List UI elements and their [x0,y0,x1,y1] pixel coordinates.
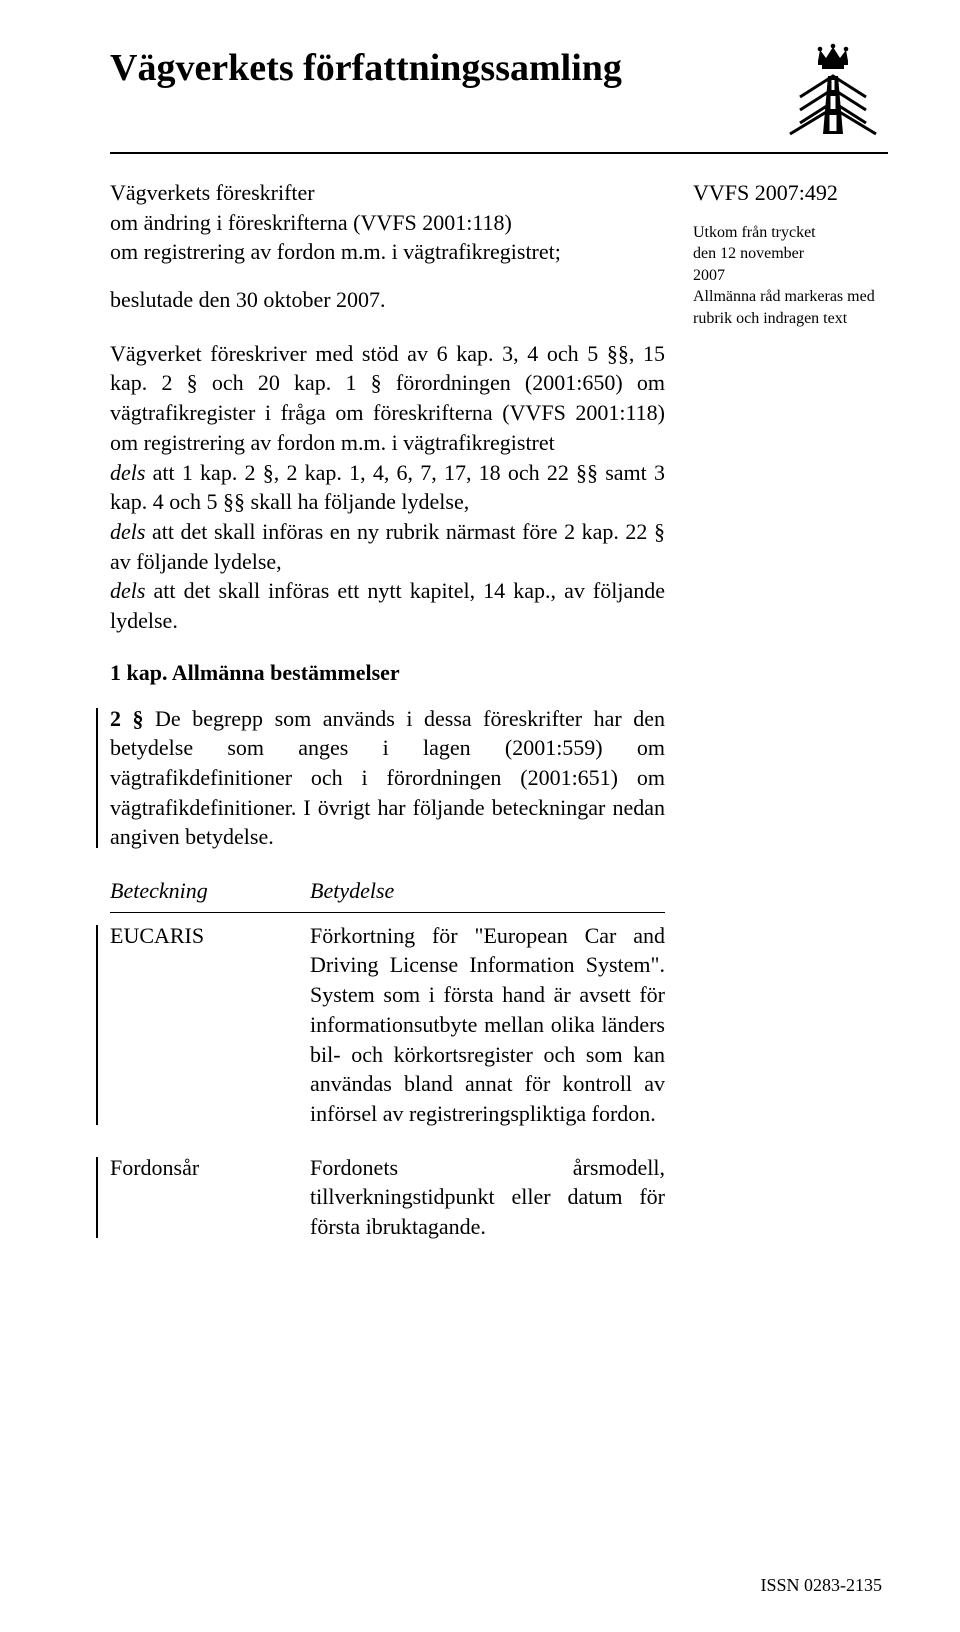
regulation-title: Vägverkets föreskrifter om ändring i för… [110,178,665,267]
section-body: De begrepp som används i dessa föreskrif… [110,706,665,850]
issn: ISSN 0283-2135 [760,1575,882,1596]
dels-tail: att det skall införas en ny rubrik närma… [110,519,665,574]
side-line: Allmänna råd markeras med rubrik och ind… [693,286,888,329]
def-desc: Fordonets årsmodell, tillverkningstidpun… [310,1153,665,1242]
section-number: 2 § [110,706,144,731]
dels-tail: att 1 kap. 2 §, 2 kap. 1, 4, 6, 7, 17, 1… [110,460,665,515]
title-line: om registrering av fordon m.m. i vägtraf… [110,237,665,267]
dels-prefix: dels [110,578,145,603]
definitions-rule [110,912,665,913]
side-line: 2007 [693,265,888,287]
definition-row: EUCARIS Förkortning för "European Car an… [110,921,665,1129]
def-col-meaning: Betydelse [310,876,665,906]
def-col-term: Beteckning [110,876,310,906]
collection-title: Vägverkets författningssamling [110,48,622,90]
amendment-paragraph: Vägverket föreskriver med stöd av 6 kap.… [110,339,665,636]
chapter-heading: 1 kap. Allmänna bestämmelser [110,660,665,686]
decided-date: beslutade den 30 oktober 2007. [110,285,665,315]
def-term: EUCARIS [110,921,310,1129]
title-line: Vägverkets föreskrifter [110,178,665,208]
amend-intro: Vägverket föreskriver med stöd av 6 kap.… [110,341,665,455]
side-line: den 12 november [693,243,888,265]
dels-prefix: dels [110,460,145,485]
side-column: VVFS 2007:492 Utkom från trycket den 12 … [693,178,888,1266]
body-row: Vägverkets föreskrifter om ändring i för… [110,178,888,1266]
main-column: Vägverkets föreskrifter om ändring i för… [110,178,665,1266]
title-line: om ändring i föreskrifterna (VVFS 2001:1… [110,208,665,238]
def-term: Fordonsår [110,1153,310,1242]
section-paragraph: 2 § De begrepp som används i dessa föres… [110,704,665,852]
def-desc: Förkortning för "European Car and Drivin… [310,921,665,1129]
side-line: Utkom från trycket [693,222,888,244]
definitions-header: Beteckning Betydelse [110,876,665,906]
dels-tail: att det skall införas ett nytt kapitel, … [110,578,665,633]
dels-prefix: dels [110,519,145,544]
changed-block: 2 § De begrepp som används i dessa föres… [110,704,665,852]
page-header: Vägverkets författningssamling [110,48,888,154]
regulation-code: VVFS 2007:492 [693,178,888,208]
definition-row: Fordonsår Fordonets årsmodell, tillverkn… [110,1153,665,1242]
agency-logo [778,42,888,142]
